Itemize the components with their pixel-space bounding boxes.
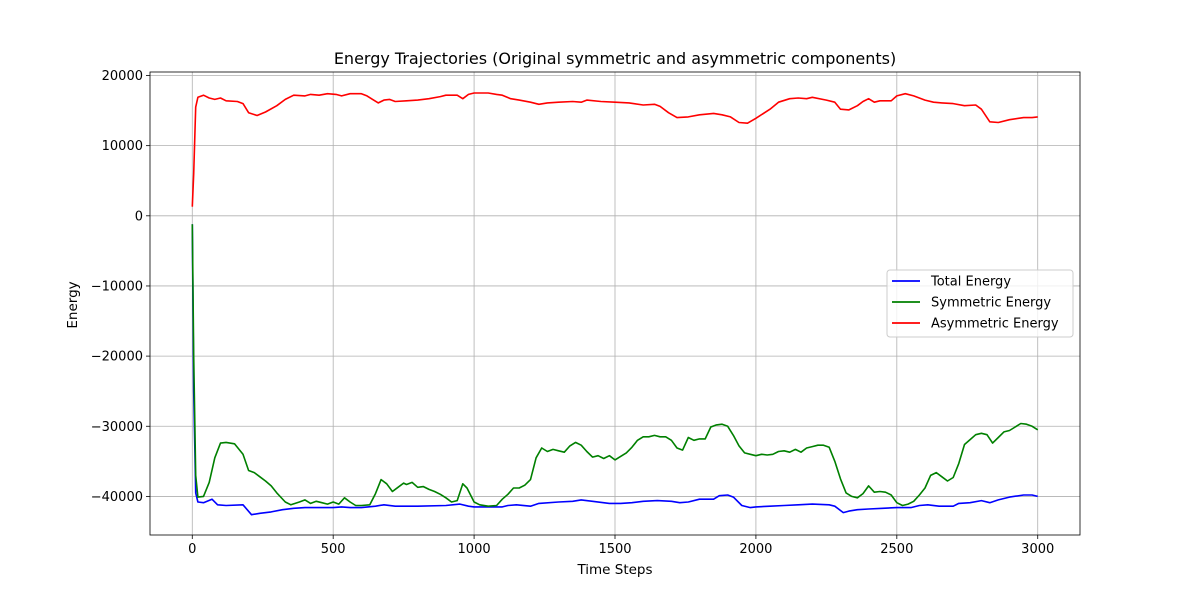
series-line-total-energy xyxy=(191,224,1038,516)
x-tick-label: 1000 xyxy=(458,542,491,557)
y-tick-label: 0 xyxy=(135,209,143,224)
y-tick-label: −40000 xyxy=(91,490,143,505)
x-tick-label: 500 xyxy=(321,542,346,557)
legend: Total Energy Symmetric Energy Asymmetric E… xyxy=(886,269,1074,338)
y-tick-label: 10000 xyxy=(102,139,143,154)
series-line-asymmetric-energy xyxy=(191,92,1038,207)
x-tick-label: 2000 xyxy=(739,542,772,557)
x-tick-label: 0 xyxy=(188,542,196,557)
y-tick-label: −10000 xyxy=(91,279,143,294)
legend-label: Symmetric Energy xyxy=(931,296,1051,311)
legend-box xyxy=(886,269,1074,338)
y-tick-label: −30000 xyxy=(91,420,143,435)
legend-label: Total Energy xyxy=(930,275,1011,290)
x-axis-title: Time Steps xyxy=(576,562,652,578)
legend-label: Asymmetric Energy xyxy=(931,317,1059,332)
x-tick-label: 2500 xyxy=(880,542,913,557)
x-tick-label: 1500 xyxy=(598,542,631,557)
y-tick-label: 20000 xyxy=(102,69,143,84)
series-line-symmetric-energy xyxy=(191,224,1039,507)
y-tick-label: −20000 xyxy=(91,350,143,365)
chart-title: Energy Trajectories (Original symmetric … xyxy=(334,49,896,68)
y-axis-title: Energy xyxy=(65,281,81,328)
plot-area: 0 500 1000 1500 2000 2500 3000 20000 10000 0 −1000… xyxy=(91,69,1081,557)
x-tick-label: 3000 xyxy=(1021,542,1054,557)
